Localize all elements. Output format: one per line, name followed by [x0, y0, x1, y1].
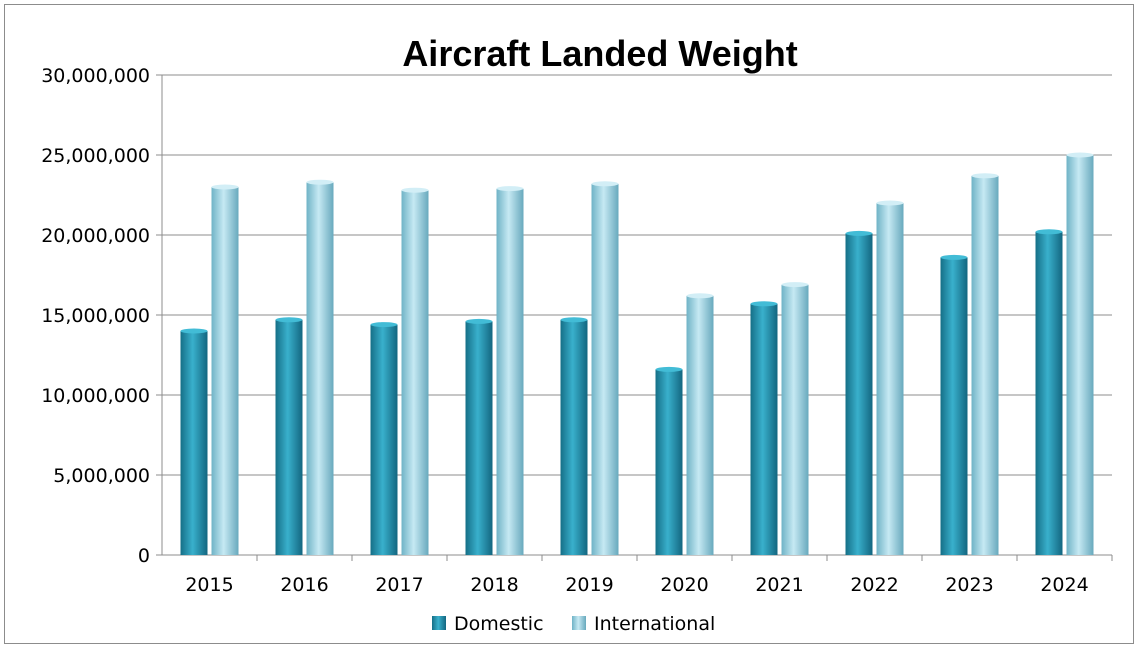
bar-cap	[1066, 152, 1094, 158]
legend: Domestic International	[432, 613, 715, 635]
bar-cap	[876, 200, 904, 206]
bar-international-2019	[591, 183, 619, 556]
x-tick-label: 2023	[945, 574, 993, 596]
bar-cap	[845, 230, 873, 236]
y-tick-label: 20,000,000	[41, 225, 150, 247]
bar-domestic-2016	[275, 319, 303, 555]
legend-label-international: International	[594, 613, 715, 635]
bar-cap	[591, 181, 619, 187]
bar-cap	[1035, 229, 1063, 235]
legend-swatch-international	[572, 616, 586, 630]
bar-international-2024	[1066, 155, 1094, 555]
legend-swatch-domestic	[432, 616, 446, 630]
bar-cap	[781, 282, 809, 288]
bar-cap	[971, 173, 999, 179]
bars	[180, 152, 1094, 556]
bar-domestic-2024	[1035, 231, 1063, 556]
x-tick-label: 2018	[470, 574, 518, 596]
bar-cap	[370, 322, 398, 328]
bar-international-2021	[781, 284, 809, 555]
bar-international-2015	[211, 187, 239, 555]
y-tick-label: 30,000,000	[41, 65, 150, 87]
bar-international-2023	[971, 175, 999, 556]
bar-cap	[211, 184, 239, 190]
bar-domestic-2019	[560, 319, 588, 555]
bar-international-2020	[686, 295, 714, 555]
bar-cap	[496, 186, 524, 192]
bar-cap	[655, 366, 683, 372]
y-tick-label: 10,000,000	[41, 385, 150, 407]
x-tick-label: 2017	[375, 574, 423, 596]
bar-cap	[750, 301, 778, 307]
bar-cap	[401, 187, 429, 193]
bar-cap	[940, 254, 968, 260]
chart-title: Aircraft Landed Weight	[402, 33, 797, 74]
x-tick-label: 2020	[660, 574, 708, 596]
bar-domestic-2023	[940, 257, 968, 555]
x-tick-label: 2021	[755, 574, 803, 596]
bar-cap	[560, 317, 588, 323]
bar-domestic-2018	[465, 321, 493, 555]
bar-cap	[686, 293, 714, 299]
bar-cap	[275, 317, 303, 323]
bar-cap	[306, 179, 334, 185]
bar-domestic-2022	[845, 233, 873, 555]
bar-international-2017	[401, 190, 429, 555]
y-tick-labels: 0 5,000,000 10,000,000 15,000,000 20,000,000…	[41, 65, 150, 567]
x-tick-label: 2015	[185, 574, 233, 596]
y-tick-label: 5,000,000	[53, 465, 150, 487]
x-tick-label: 2024	[1040, 574, 1088, 596]
bar-cap	[465, 318, 493, 324]
bar-international-2016	[306, 182, 334, 555]
bar-international-2022	[876, 203, 904, 555]
x-tick-label: 2019	[565, 574, 613, 596]
bar-domestic-2015	[180, 331, 208, 555]
bar-domestic-2020	[655, 369, 683, 555]
y-tick-label: 0	[138, 545, 150, 567]
bar-international-2018	[496, 188, 524, 555]
bar-domestic-2021	[750, 303, 778, 555]
x-tick-labels: 2015 2016 2017 2018 2019 2020 2021 2022 2023 2024	[185, 574, 1088, 596]
x-tick-label: 2022	[850, 574, 898, 596]
y-tick-label: 15,000,000	[41, 305, 150, 327]
x-tick-label: 2016	[280, 574, 328, 596]
gridlines	[162, 74, 1112, 476]
legend-label-domestic: Domestic	[454, 613, 544, 635]
bar-cap	[180, 328, 208, 334]
y-tick-label: 25,000,000	[41, 145, 150, 167]
bar-domestic-2017	[370, 324, 398, 555]
